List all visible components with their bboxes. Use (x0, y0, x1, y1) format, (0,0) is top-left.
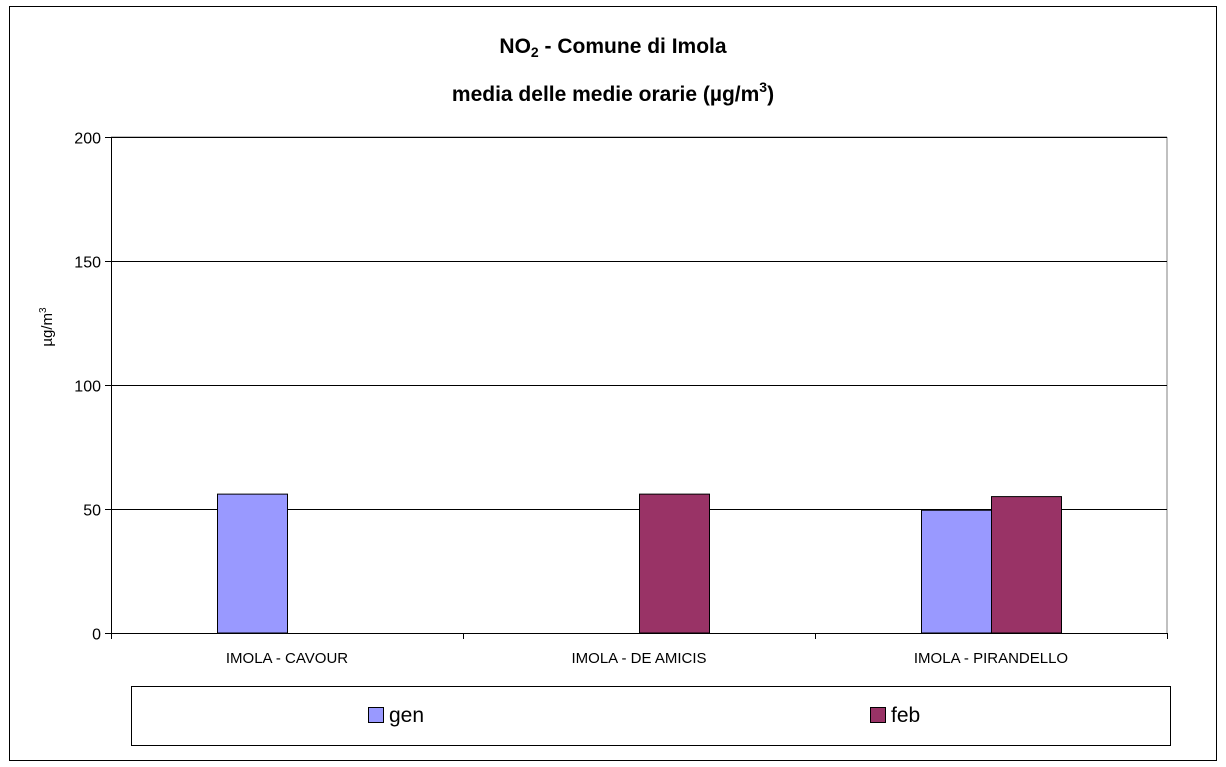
y-tick-label: 200 (74, 131, 101, 148)
y-tick-label: 100 (74, 379, 101, 396)
bar-gen-1 (218, 494, 288, 633)
legend: gen feb (131, 686, 1171, 746)
legend-swatch-feb (870, 707, 886, 723)
legend-label-gen: gen (389, 704, 424, 727)
y-tick-label: 50 (83, 503, 101, 520)
y-axis-label: µg/m3 (38, 307, 56, 347)
legend-item-gen: gen (368, 702, 424, 730)
x-tick-labels: IMOLA - CAVOUR IMOLA - DE AMICIS IMOLA - P… (226, 650, 1068, 667)
bar-chart: 0 50 100 150 200 IMOLA - CAVOUR IMOLA - DE AM… (10, 7, 1216, 760)
bar-feb-2 (640, 494, 710, 633)
y-tick-labels: 0 50 100 150 200 (74, 131, 101, 644)
y-tick-label: 0 (92, 627, 101, 644)
legend-swatch-gen (368, 707, 384, 723)
x-tick-label: IMOLA - CAVOUR (226, 650, 348, 667)
bars (218, 494, 1062, 633)
legend-label-feb: feb (891, 704, 920, 727)
x-tick-label: IMOLA - PIRANDELLO (914, 650, 1068, 667)
y-tick-label: 150 (74, 255, 101, 272)
legend-item-feb: feb (870, 702, 920, 730)
bar-gen-3 (922, 510, 992, 633)
chart-area: NO2 - Comune di Imola media delle medie … (9, 6, 1217, 761)
x-tick-label: IMOLA - DE AMICIS (571, 650, 706, 667)
bar-feb-3 (992, 497, 1062, 633)
